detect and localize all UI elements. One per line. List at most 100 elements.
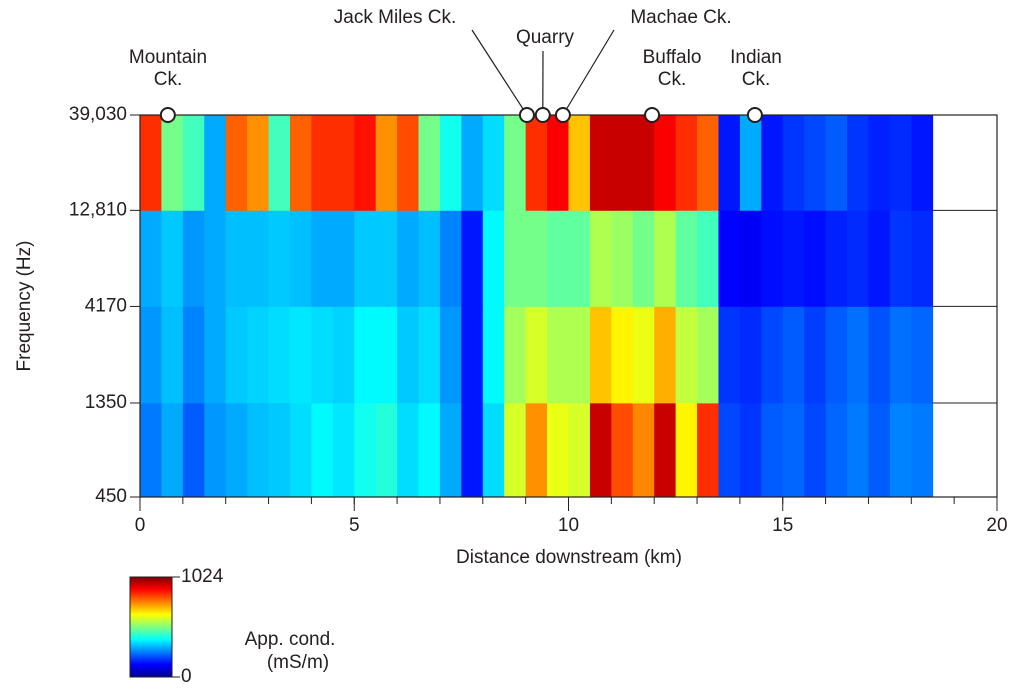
- heatmap-cell: [804, 210, 826, 306]
- heatmap-cell: [676, 115, 698, 211]
- heatmap-cell: [397, 115, 419, 211]
- heatmap-cell: [826, 306, 848, 403]
- heatmap-cell: [269, 115, 291, 211]
- heatmap-cell: [547, 306, 569, 403]
- heatmap-cell: [311, 306, 333, 403]
- heatmap-cell: [204, 306, 226, 403]
- heatmap-cell: [611, 306, 633, 403]
- heatmap-cell: [204, 210, 226, 306]
- heatmap-cell: [483, 403, 505, 497]
- site-marker: [520, 108, 534, 122]
- site-marker: [645, 108, 659, 122]
- heatmap-cell: [161, 210, 183, 306]
- heatmap-cell: [611, 115, 633, 211]
- heatmap-cell: [226, 403, 248, 497]
- heatmap-cell: [504, 210, 526, 306]
- heatmap-cell: [761, 306, 783, 403]
- heatmap-cell: [397, 306, 419, 403]
- heatmap-cell: [911, 306, 933, 403]
- heatmap-cell: [847, 115, 869, 211]
- site-label: Buffalo: [643, 47, 702, 68]
- heatmap-cell: [440, 115, 462, 211]
- heatmap-cell: [547, 403, 569, 497]
- heatmap-cell: [483, 210, 505, 306]
- heatmap-cell: [890, 306, 912, 403]
- colorbar-tick-label: 1024: [181, 566, 224, 587]
- heatmap-cell: [161, 403, 183, 497]
- heatmap-cell: [140, 210, 162, 306]
- x-tick-label: 0: [135, 515, 146, 536]
- site-label: Jack Miles Ck.: [334, 7, 456, 28]
- heatmap-cell: [483, 115, 505, 211]
- heatmap-cell: [269, 210, 291, 306]
- y-tick-label: 1350: [85, 392, 127, 413]
- heatmap-cell: [697, 403, 719, 497]
- y-tick-label: 4170: [85, 295, 127, 316]
- heatmap-cell: [247, 403, 269, 497]
- heatmap-cell: [826, 403, 848, 497]
- heatmap-cell: [740, 403, 762, 497]
- heatmap-cell: [419, 115, 441, 211]
- heatmap-cell: [354, 115, 376, 211]
- heatmap-cell: [911, 403, 933, 497]
- heatmap-cell: [161, 306, 183, 403]
- y-tick-label: 39,030: [69, 104, 127, 125]
- heatmap-cell: [376, 403, 398, 497]
- heatmap-cell: [911, 115, 933, 211]
- heatmap-cell: [183, 210, 205, 306]
- heatmap-cell: [183, 306, 205, 403]
- heatmap-cell: [804, 115, 826, 211]
- heatmap-cell: [269, 306, 291, 403]
- heatmap-cell: [376, 210, 398, 306]
- colorbar-label: App. cond.: [245, 629, 336, 650]
- site-label: Ck.: [154, 69, 183, 90]
- heatmap-cell: [461, 115, 483, 211]
- heatmap-cell: [847, 306, 869, 403]
- x-tick-label: 10: [558, 515, 579, 536]
- heatmap-cell: [290, 403, 312, 497]
- heatmap-cell: [569, 403, 591, 497]
- heatmap-cell: [440, 306, 462, 403]
- heatmap-cell: [718, 115, 740, 211]
- heatmap-cell: [783, 403, 805, 497]
- heatmap-cell: [868, 210, 890, 306]
- heatmap-cell: [290, 115, 312, 211]
- heatmap-cell: [590, 403, 612, 497]
- heatmap-cell: [440, 403, 462, 497]
- heatmap-cell: [204, 115, 226, 211]
- y-tick-label: 450: [95, 486, 127, 507]
- heatmap-cell: [269, 403, 291, 497]
- site-marker: [161, 108, 175, 122]
- heatmap-cell: [633, 210, 655, 306]
- heatmap-cell: [183, 115, 205, 211]
- heatmap-cell: [718, 210, 740, 306]
- heatmap-cell: [161, 115, 183, 211]
- heatmap-cell: [804, 403, 826, 497]
- heatmap-cell: [526, 210, 548, 306]
- x-tick-label: 15: [772, 515, 793, 536]
- heatmap-cell: [247, 210, 269, 306]
- heatmap-cell: [333, 210, 355, 306]
- site-label: Indian: [730, 47, 782, 68]
- site-label: Machae Ck.: [630, 7, 731, 28]
- heatmap-cell: [333, 403, 355, 497]
- heatmap-cell: [633, 306, 655, 403]
- heatmap-cell: [676, 403, 698, 497]
- heatmap-cell: [226, 210, 248, 306]
- site-marker: [536, 108, 550, 122]
- heatmap-cell: [590, 210, 612, 306]
- heatmap-cell: [397, 210, 419, 306]
- heatmap-cell: [204, 403, 226, 497]
- heatmap-cell: [654, 403, 676, 497]
- heatmap-cell: [140, 403, 162, 497]
- heatmap-cell: [526, 403, 548, 497]
- site-label: Quarry: [516, 27, 575, 48]
- x-tick-label: 5: [349, 515, 360, 536]
- heatmap-cell: [633, 403, 655, 497]
- heatmap-cell: [783, 306, 805, 403]
- heatmap-cell: [633, 115, 655, 211]
- heatmap-cell: [483, 306, 505, 403]
- heatmap-cell: [290, 210, 312, 306]
- heatmap-cell: [504, 403, 526, 497]
- heatmap-cell: [826, 115, 848, 211]
